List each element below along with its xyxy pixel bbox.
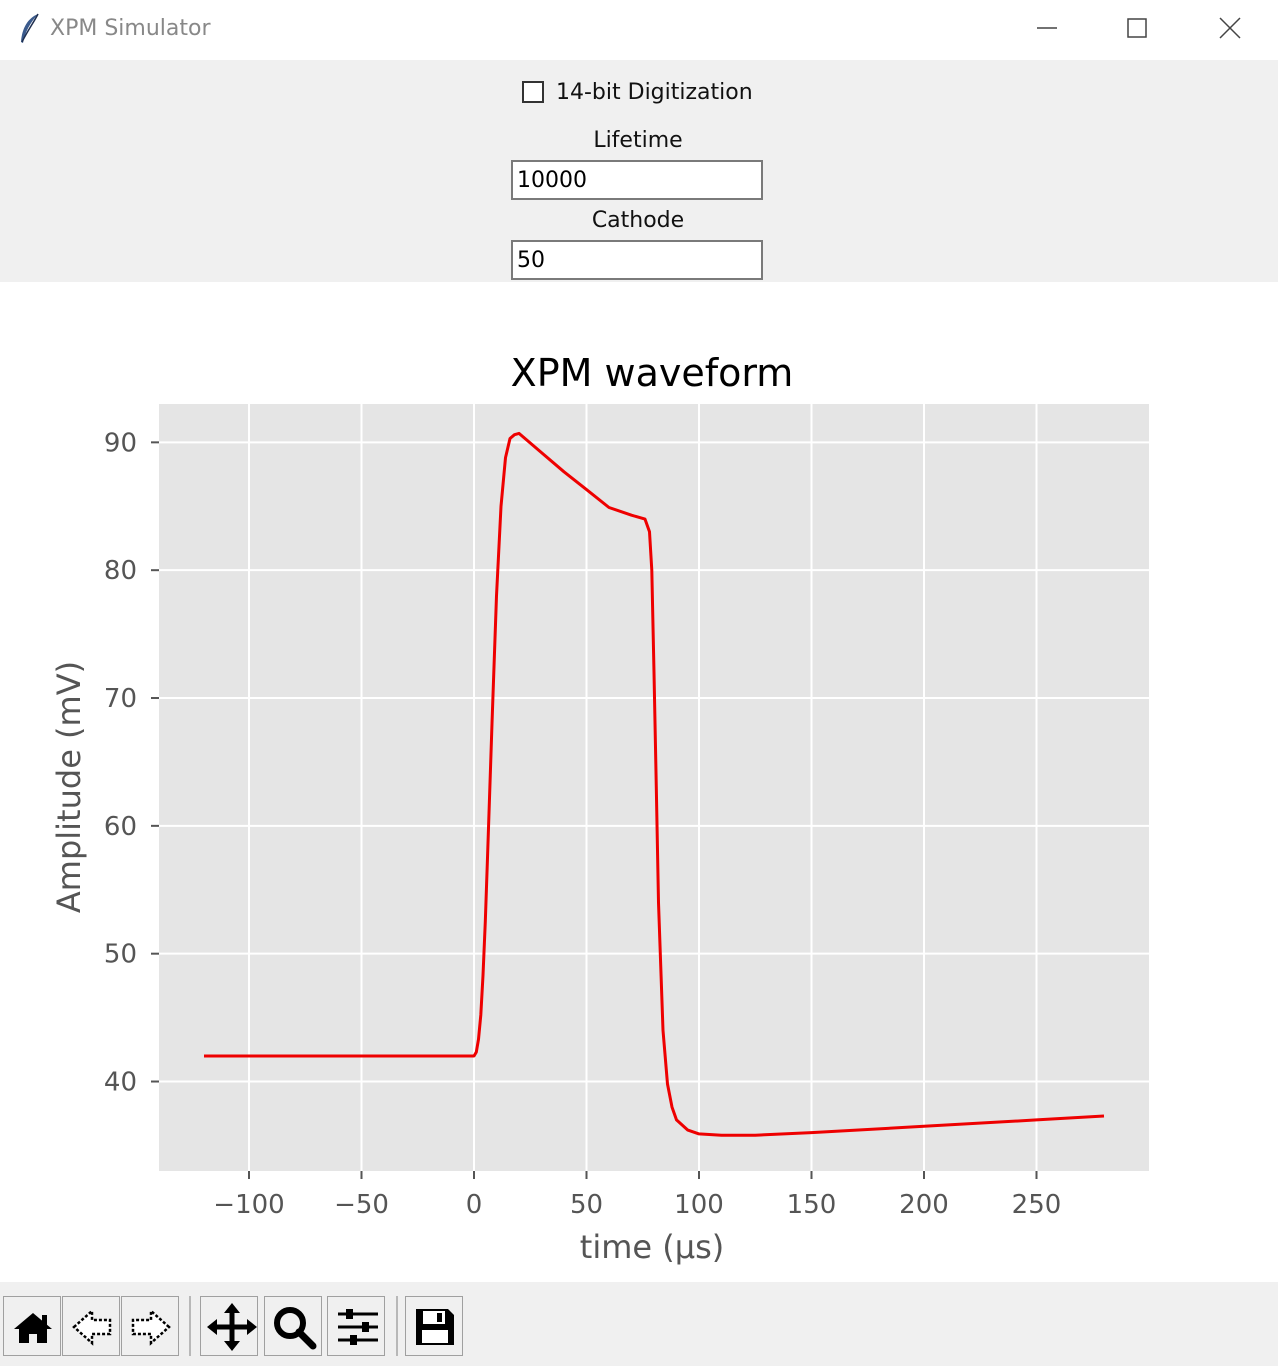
- pan-button[interactable]: [200, 1296, 258, 1356]
- waveform-chart: XPM waveform −100 −50 0 50 100 150 200 250 40 50 6…: [50, 351, 1149, 1266]
- x-tick-label: 50: [570, 1190, 603, 1220]
- x-tick-label: 250: [1012, 1190, 1062, 1220]
- pan-move-icon: [207, 1303, 257, 1351]
- navigation-toolbar: [0, 1282, 1278, 1366]
- y-tick-label: 70: [104, 684, 137, 714]
- minimize-button[interactable]: [1026, 10, 1070, 50]
- zoom-button[interactable]: [264, 1296, 322, 1356]
- x-tick-label: 100: [674, 1190, 724, 1220]
- chart-title: XPM waveform: [511, 351, 794, 395]
- y-tick-label: 60: [104, 812, 137, 842]
- lifetime-label: Lifetime: [593, 128, 683, 153]
- forward-arrow-icon: [131, 1308, 171, 1346]
- axis-ticks: −100 −50 0 50 100 150 200 250 40 50 60 70 80 90: [104, 428, 1061, 1220]
- minimize-icon: [1037, 27, 1057, 29]
- configure-sliders-icon: [338, 1309, 378, 1345]
- plot-area: [159, 404, 1149, 1171]
- forward-button[interactable]: [121, 1296, 179, 1356]
- save-floppy-icon: [416, 1309, 454, 1345]
- toolbar-separator: [189, 1296, 191, 1356]
- lifetime-input[interactable]: [511, 160, 763, 200]
- digitization-checkbox[interactable]: [522, 81, 544, 103]
- grid-lines: [159, 404, 1149, 1171]
- x-axis-label: time (μs): [580, 1228, 724, 1266]
- home-button[interactable]: [3, 1296, 61, 1356]
- series-line: [204, 431, 1105, 1137]
- y-tick-label: 40: [104, 1068, 137, 1098]
- maximize-button[interactable]: [1116, 10, 1160, 50]
- save-button[interactable]: [405, 1296, 463, 1356]
- maximize-icon: [1127, 18, 1147, 38]
- y-tick-label: 90: [104, 428, 137, 458]
- configure-subplots-button[interactable]: [327, 1296, 385, 1356]
- back-button[interactable]: [62, 1296, 120, 1356]
- cathode-input[interactable]: [511, 240, 763, 280]
- window-title: XPM Simulator: [50, 16, 211, 41]
- x-tick-label: 200: [899, 1190, 949, 1220]
- zoom-magnifier-icon: [274, 1307, 317, 1350]
- plot-canvas: XPM waveform −100 −50 0 50 100 150 200 250 40 50 6…: [0, 282, 1278, 1282]
- cathode-label: Cathode: [591, 208, 685, 233]
- digitization-label: 14-bit Digitization: [556, 79, 753, 105]
- close-icon: [1219, 17, 1241, 39]
- back-arrow-icon: [72, 1308, 112, 1346]
- x-tick-label: 150: [787, 1190, 837, 1220]
- toolbar-separator: [396, 1296, 398, 1356]
- y-axis-label: Amplitude (mV): [50, 661, 88, 913]
- digitization-checkbox-row[interactable]: 14-bit Digitization: [522, 78, 753, 106]
- y-tick-label: 50: [104, 940, 137, 970]
- close-button[interactable]: [1208, 10, 1252, 50]
- x-tick-label: 0: [466, 1190, 483, 1220]
- home-icon: [14, 1313, 52, 1343]
- x-tick-label: −100: [213, 1190, 284, 1220]
- feather-icon: [21, 13, 39, 43]
- y-tick-label: 80: [104, 556, 137, 586]
- window-titlebar: XPM Simulator: [0, 0, 1278, 60]
- x-tick-label: −50: [334, 1190, 389, 1220]
